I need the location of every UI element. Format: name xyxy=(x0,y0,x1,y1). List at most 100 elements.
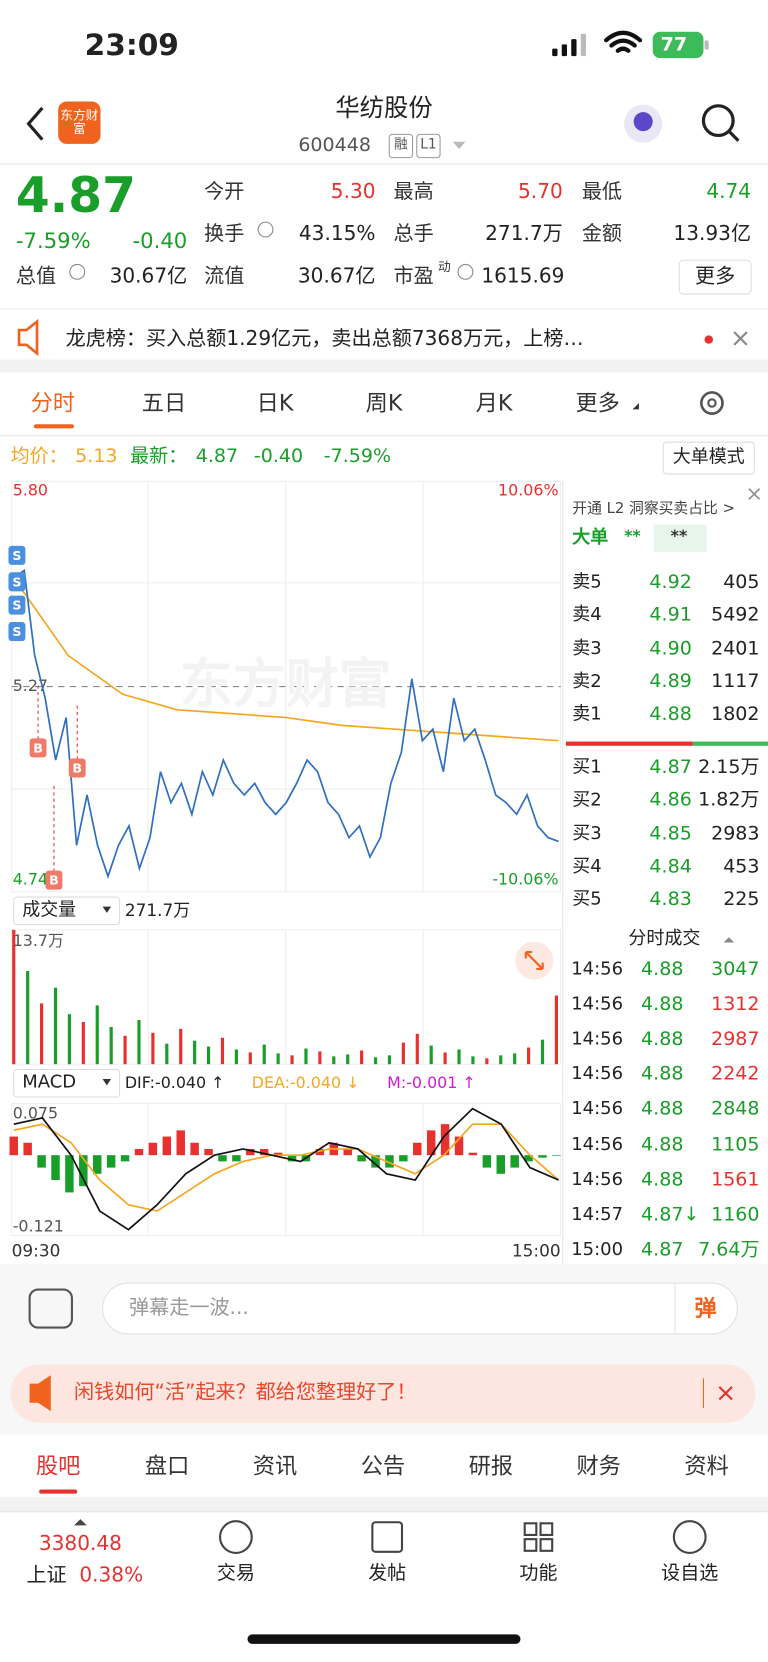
notice-text[interactable]: 龙虎榜：买入总额1.29亿元，卖出总额7368万元，上榜… xyxy=(65,326,584,351)
level-volume: 1.82万 xyxy=(698,789,760,812)
field-label: 金额 xyxy=(581,222,623,246)
danmaku-input[interactable] xyxy=(102,1282,738,1335)
field-value: 4.74 xyxy=(706,179,752,204)
volume-label[interactable]: 成交量 xyxy=(22,899,77,921)
nav-item[interactable]: 交易 xyxy=(216,1562,255,1585)
y-tick-label: 5.27 xyxy=(13,676,48,695)
field-sup: 动 xyxy=(437,259,451,275)
volume-selector[interactable] xyxy=(13,896,121,926)
macd-bar xyxy=(524,1155,533,1162)
nav-item[interactable]: 功能 xyxy=(519,1562,558,1585)
danmaku-placeholder[interactable]: 弹幕走一波... xyxy=(129,1295,249,1320)
content-tab[interactable]: 研报 xyxy=(468,1453,514,1479)
trades-title: 分时成交 xyxy=(628,927,701,950)
ad-text[interactable]: 闲钱如何“活”起来？都给您整理好了！ xyxy=(74,1380,417,1404)
level-price: 4.91 xyxy=(649,603,692,627)
close-icon[interactable] xyxy=(733,331,748,346)
function-icon[interactable] xyxy=(523,1522,554,1552)
trade-time: 14:56 xyxy=(571,993,624,1015)
ad-banner[interactable] xyxy=(10,1364,756,1423)
close-icon[interactable] xyxy=(718,1386,733,1401)
level-volume: 453 xyxy=(723,855,760,878)
mode-button[interactable] xyxy=(662,441,755,475)
change-value: -0.40 xyxy=(253,444,304,468)
macd-selector[interactable] xyxy=(13,1068,121,1098)
l2-promo[interactable]: 开通 L2 洞察买卖占比 > xyxy=(572,500,735,518)
megaphone-icon xyxy=(29,1375,51,1412)
volume-bar xyxy=(234,1049,238,1065)
chart-tab[interactable]: 月K xyxy=(475,390,513,416)
volume-bar xyxy=(499,1055,503,1065)
dropdown-icon xyxy=(632,403,639,410)
volume-bar xyxy=(346,1054,350,1065)
level-label: 买4 xyxy=(572,855,602,878)
chart-tab[interactable]: 更多 xyxy=(575,390,620,416)
search-icon[interactable] xyxy=(701,104,735,137)
volume-bar xyxy=(443,1052,447,1065)
chart-tab[interactable]: 分时 xyxy=(30,390,76,416)
volume-bar xyxy=(109,1026,113,1065)
index-change[interactable]: 0.38% xyxy=(79,1563,144,1587)
macd-label[interactable]: MACD xyxy=(22,1071,77,1093)
level-price: 4.84 xyxy=(649,855,692,878)
content-tab[interactable]: 公告 xyxy=(360,1453,406,1479)
post-icon[interactable] xyxy=(371,1521,404,1553)
index-name[interactable]: 上证 xyxy=(26,1563,67,1587)
chart-tab[interactable]: 周K xyxy=(365,390,403,416)
volume-bar xyxy=(67,1014,71,1065)
level-price: 4.90 xyxy=(649,637,692,660)
macd-bar xyxy=(37,1155,46,1168)
trade-time: 14:56 xyxy=(571,1098,624,1120)
level-label: 卖4 xyxy=(572,604,602,626)
content-tab[interactable]: 财务 xyxy=(576,1453,621,1479)
nav-item[interactable]: 设自选 xyxy=(661,1562,719,1585)
macd-bar xyxy=(120,1155,130,1162)
index-value[interactable]: 3380.48 xyxy=(38,1531,122,1556)
depth-bar-ask xyxy=(565,741,693,746)
back-icon[interactable] xyxy=(26,106,44,141)
trade-marker xyxy=(8,622,26,642)
more-label[interactable]: 更多 xyxy=(694,264,736,288)
chart-tab[interactable]: 日K xyxy=(256,390,294,416)
trade-marker-label: S xyxy=(12,574,21,589)
dropdown-icon xyxy=(102,906,112,913)
trade-time: 14:56 xyxy=(571,958,624,980)
close-icon[interactable] xyxy=(748,488,761,500)
danmaku-icon[interactable] xyxy=(28,1288,73,1329)
volume-bar xyxy=(318,1051,322,1065)
big-buy: ** xyxy=(624,526,641,546)
volume-frame xyxy=(11,929,562,1065)
watchlist-icon[interactable] xyxy=(672,1520,707,1554)
level-volume: 405 xyxy=(723,570,760,594)
more-button[interactable] xyxy=(678,259,752,295)
nav-item[interactable]: 发帖 xyxy=(368,1562,407,1585)
field-value: 43.15% xyxy=(298,222,376,246)
change-percent-value: -7.59% xyxy=(323,444,392,468)
volume-bar xyxy=(53,987,58,1065)
macd-bar xyxy=(246,1148,255,1156)
change-amount: -0.40 xyxy=(132,227,188,254)
volume-bar xyxy=(165,1043,169,1065)
signal-icon xyxy=(552,33,587,57)
content-tab[interactable]: 资料 xyxy=(684,1453,729,1479)
content-tab[interactable]: 资讯 xyxy=(252,1453,298,1479)
content-tab[interactable]: 盘口 xyxy=(144,1453,190,1479)
settings-icon[interactable] xyxy=(700,391,724,415)
level-price: 4.86 xyxy=(649,789,692,812)
info-icon xyxy=(257,221,274,238)
last-label: 最新： xyxy=(130,444,188,468)
trade-marker-label: S xyxy=(12,548,21,563)
volume-bar xyxy=(276,1053,280,1065)
trade-time: 14:56 xyxy=(571,1063,624,1085)
trade-icon[interactable] xyxy=(218,1520,253,1554)
mode-label[interactable]: 大单模式 xyxy=(672,446,745,468)
volume-bar xyxy=(373,1057,378,1065)
chart-tab[interactable]: 五日 xyxy=(141,390,187,416)
level-price: 4.89 xyxy=(649,670,692,693)
danmaku-button[interactable]: 弹 xyxy=(694,1295,717,1322)
field-value: 5.70 xyxy=(518,179,563,204)
last-value: 4.87 xyxy=(195,444,239,468)
macd-bar xyxy=(51,1155,60,1181)
content-tab[interactable]: 股吧 xyxy=(35,1453,81,1479)
